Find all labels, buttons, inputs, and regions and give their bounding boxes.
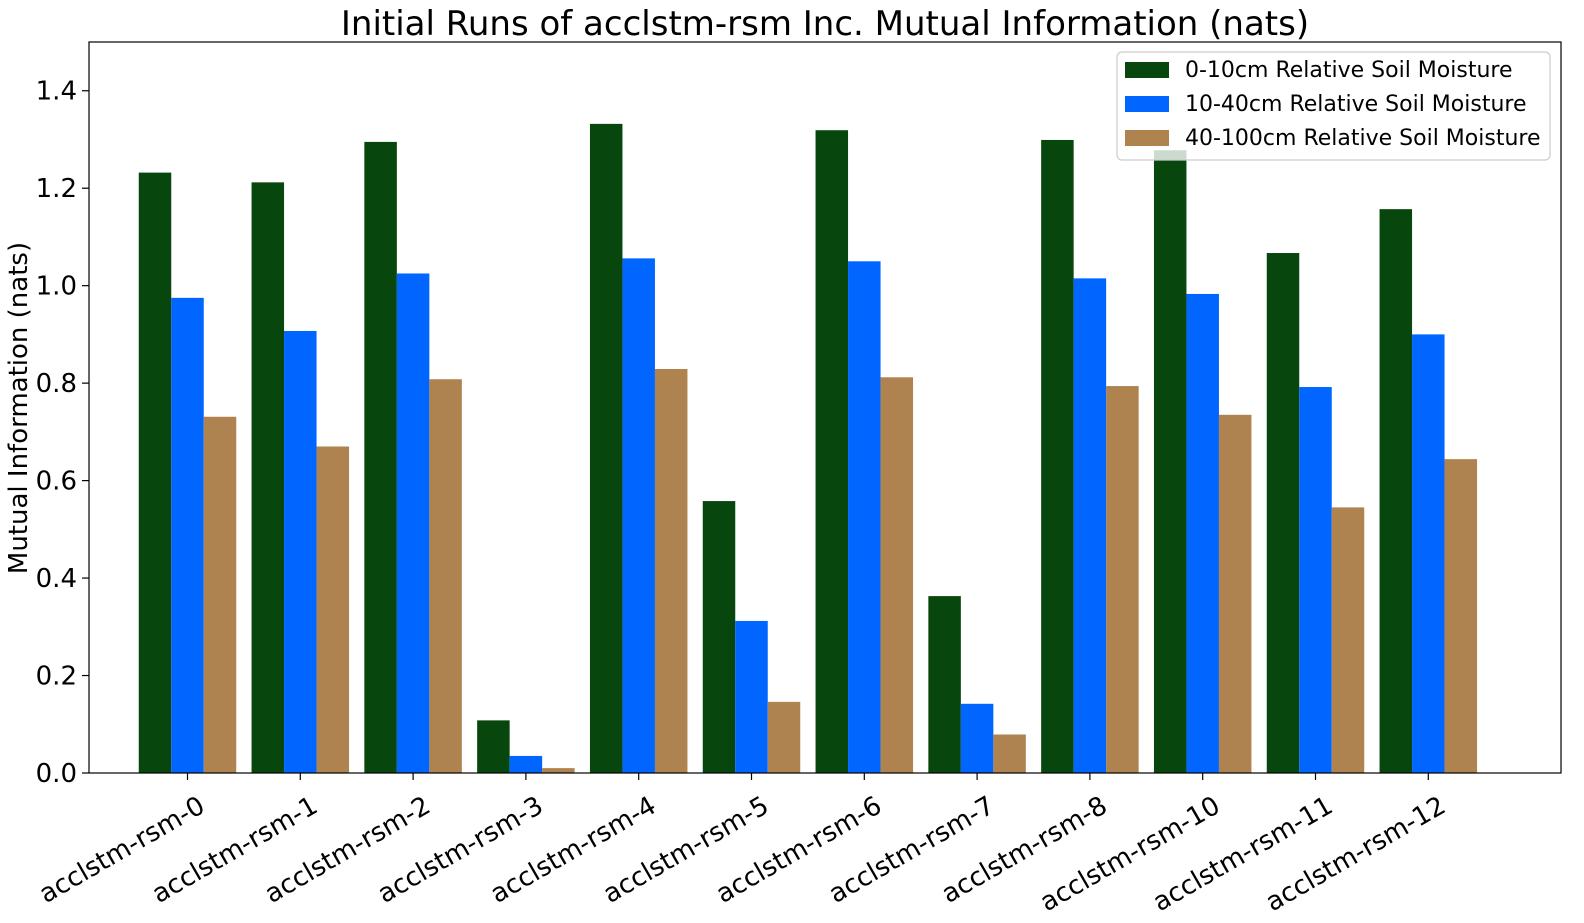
bar-acclstm-rsm-1-series-3: [316, 446, 350, 773]
bar-acclstm-rsm-6-series-2: [848, 261, 881, 773]
legend-label: 0-10cm Relative Soil Moisture: [1185, 58, 1513, 83]
bar-acclstm-rsm-11-series-3: [1331, 507, 1365, 773]
bar-acclstm-rsm-3-series-1: [477, 720, 510, 773]
y-tick-label: 0.6: [36, 467, 77, 497]
bar-acclstm-rsm-5-series-1: [702, 501, 736, 773]
bar-acclstm-rsm-0-series-3: [203, 416, 237, 773]
bar-acclstm-rsm-12-series-3: [1444, 459, 1478, 773]
bar-acclstm-rsm-10-series-2: [1186, 293, 1219, 773]
bar-acclstm-rsm-5-series-3: [767, 701, 801, 773]
bar-acclstm-rsm-7-series-1: [928, 596, 961, 773]
bar-acclstm-rsm-10-series-1: [1153, 150, 1187, 773]
legend: 0-10cm Relative Soil Moisture 10-40cm Rel…: [1116, 51, 1551, 161]
bar-acclstm-rsm-12-series-2: [1412, 334, 1445, 773]
bar-acclstm-rsm-2-series-3: [429, 379, 462, 773]
bar-acclstm-rsm-6-series-1: [815, 130, 849, 773]
legend-swatch: [1125, 130, 1169, 146]
bar-acclstm-rsm-2-series-2: [396, 273, 430, 773]
x-axis-ticks: acclstm-rsm-0acclstm-rsm-1acclstm-rsm-2a…: [34, 773, 1451, 918]
bar-acclstm-rsm-8-series-3: [1106, 386, 1139, 773]
chart-title: Initial Runs of acclstm-rsm Inc. Mutual …: [341, 4, 1309, 44]
y-tick-label: 0.2: [36, 662, 77, 692]
bar-acclstm-rsm-1-series-2: [284, 330, 317, 773]
bar-acclstm-rsm-4-series-2: [622, 258, 655, 773]
bar-acclstm-rsm-12-series-1: [1379, 209, 1413, 773]
bar-acclstm-rsm-2-series-1: [364, 141, 397, 773]
bar-acclstm-rsm-4-series-3: [654, 369, 688, 773]
y-axis-label: Mutual Information (nats): [4, 242, 34, 574]
bar-acclstm-rsm-10-series-3: [1218, 414, 1252, 773]
y-tick-label: 0.4: [36, 564, 77, 594]
y-tick-label: 1.2: [36, 174, 77, 204]
legend-label: 40-100cm Relative Soil Moisture: [1185, 126, 1540, 151]
bar-acclstm-rsm-3-series-3: [542, 768, 575, 773]
bar-acclstm-rsm-4-series-1: [589, 123, 623, 774]
bar-acclstm-rsm-11-series-2: [1299, 387, 1332, 773]
bar-acclstm-rsm-0-series-2: [171, 297, 204, 773]
bar-acclstm-rsm-5-series-2: [735, 620, 768, 773]
bar-acclstm-rsm-11-series-1: [1266, 253, 1300, 773]
plot-frame: [88, 41, 1562, 774]
y-axis-ticks: 0.0 0.2 0.4 0.6 0.8 1.0 1.2 1.4: [36, 77, 89, 789]
legend-label: 10-40cm Relative Soil Moisture: [1185, 92, 1526, 117]
bar-acclstm-rsm-1-series-1: [251, 182, 285, 774]
legend-swatch: [1125, 96, 1169, 112]
y-tick-label: 0.8: [36, 369, 77, 399]
bar-acclstm-rsm-8-series-1: [1041, 139, 1074, 773]
bar-acclstm-rsm-7-series-3: [993, 734, 1026, 773]
legend-swatch: [1125, 62, 1169, 78]
legend-box: [1116, 51, 1551, 161]
bar-acclstm-rsm-7-series-2: [960, 703, 994, 773]
bar-acclstm-rsm-3-series-2: [509, 755, 543, 773]
bar-acclstm-rsm-0-series-1: [138, 172, 172, 774]
bars-group: [138, 123, 1478, 774]
y-tick-label: 0.0: [36, 759, 77, 789]
y-tick-label: 1.0: [36, 272, 77, 302]
bar-acclstm-rsm-8-series-2: [1073, 278, 1107, 773]
y-tick-label: 1.4: [36, 77, 77, 107]
bar-acclstm-rsm-6-series-3: [880, 377, 914, 773]
